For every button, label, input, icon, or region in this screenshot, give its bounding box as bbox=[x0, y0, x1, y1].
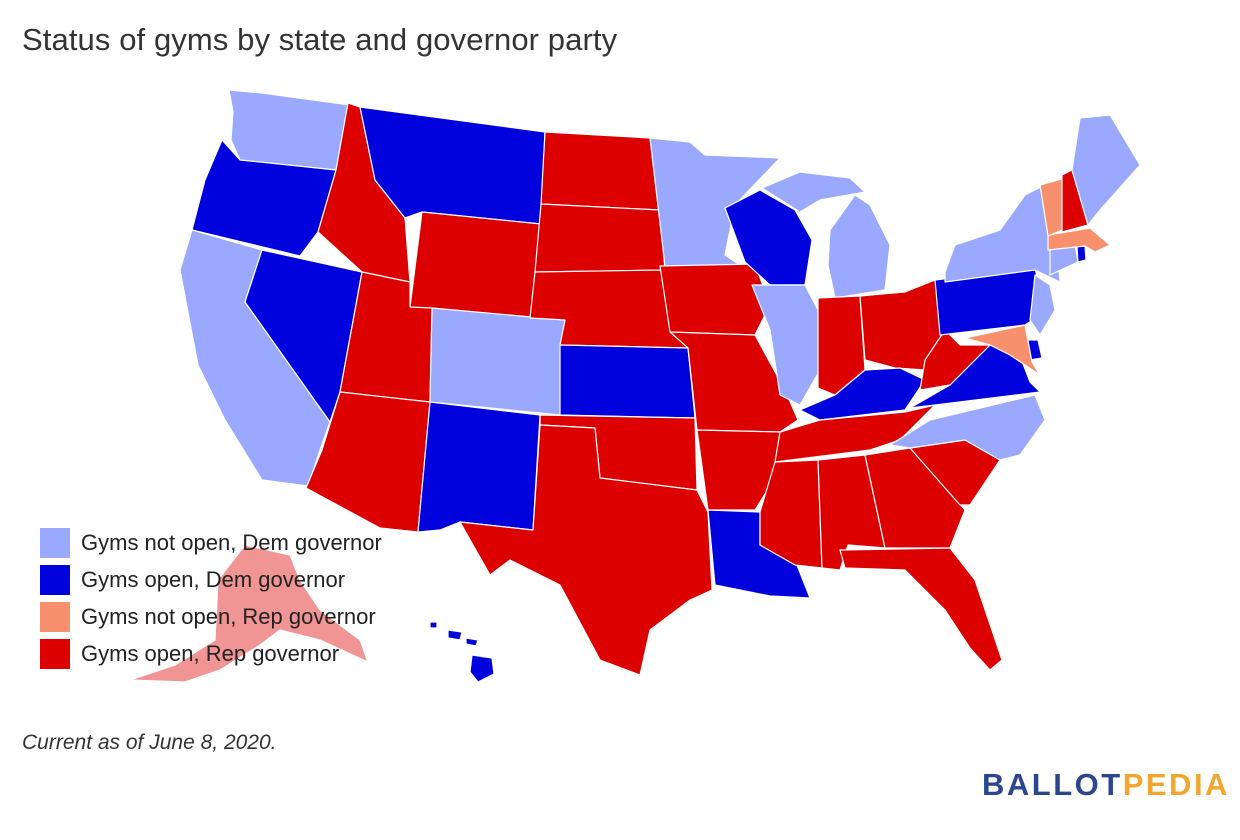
state-hi bbox=[429, 621, 495, 683]
state-tx bbox=[459, 424, 713, 676]
state-wy bbox=[409, 211, 542, 321]
legend-item-not-open-rep: Gyms not open, Rep governor bbox=[40, 598, 382, 635]
state-ma bbox=[1047, 227, 1111, 253]
state-me bbox=[1071, 114, 1141, 226]
legend-swatch-not-open-dem bbox=[40, 527, 70, 558]
state-wi bbox=[724, 189, 813, 286]
legend-item-open-dem: Gyms open, Dem governor bbox=[40, 561, 382, 598]
state-mo bbox=[669, 331, 799, 433]
state-ks bbox=[559, 344, 696, 419]
state-ri bbox=[1076, 245, 1087, 263]
state-ga bbox=[864, 447, 966, 549]
logo-part-ballot: BALLOT bbox=[982, 767, 1123, 802]
legend-swatch-not-open-rep bbox=[40, 601, 70, 632]
legend-label-not-open-dem: Gyms not open, Dem governor bbox=[81, 529, 382, 555]
state-il bbox=[751, 284, 821, 406]
state-nc bbox=[889, 394, 1046, 461]
legend-item-not-open-dem: Gyms not open, Dem governor bbox=[40, 524, 382, 561]
legend-item-open-rep: Gyms open, Rep governor bbox=[40, 635, 382, 672]
state-fl bbox=[839, 547, 1003, 671]
legend-label-open-rep: Gyms open, Rep governor bbox=[81, 640, 340, 666]
legend-label-not-open-rep: Gyms not open, Rep governor bbox=[81, 603, 376, 629]
state-ak bbox=[129, 544, 369, 683]
state-or bbox=[191, 139, 337, 257]
state-tn bbox=[774, 404, 936, 463]
legend-label-open-dem: Gyms open, Dem governor bbox=[81, 566, 346, 592]
state-nd bbox=[540, 131, 661, 211]
state-ia bbox=[659, 263, 771, 336]
state-wa bbox=[228, 89, 351, 171]
legend-swatch-open-rep bbox=[40, 638, 70, 669]
chart-title: Status of gyms by state and governor par… bbox=[22, 22, 618, 57]
state-nj bbox=[1029, 274, 1056, 336]
logo-part-pedia: PEDIA bbox=[1122, 767, 1230, 802]
state-md bbox=[964, 324, 1041, 376]
currency-note: Current as of June 8, 2020. bbox=[22, 731, 277, 754]
ballotpedia-logo: BALLOTPEDIA bbox=[982, 767, 1230, 803]
state-co bbox=[429, 307, 566, 416]
legend-swatch-open-dem bbox=[40, 564, 70, 595]
state-nm bbox=[417, 401, 541, 533]
legend: Gyms not open, Dem governor Gyms open, D… bbox=[40, 524, 382, 672]
state-mi bbox=[827, 194, 891, 299]
state-sd bbox=[534, 203, 666, 273]
state-mi-upper bbox=[761, 171, 866, 213]
